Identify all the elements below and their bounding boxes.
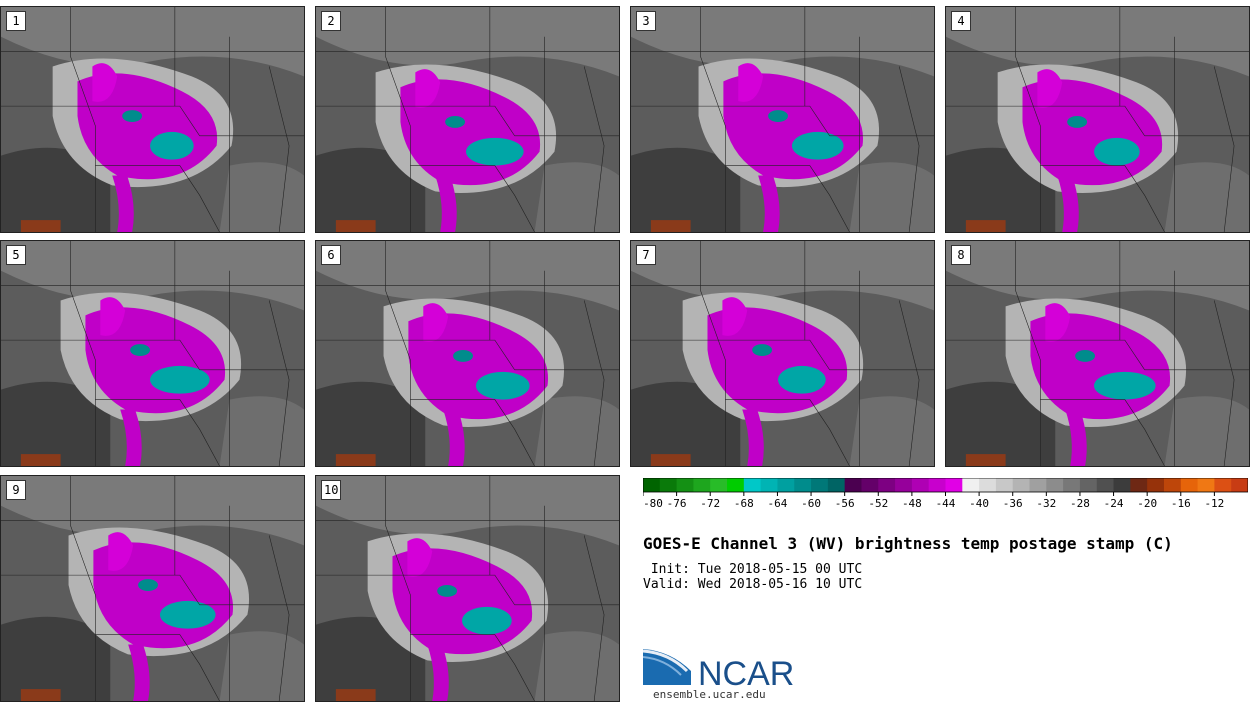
colorbar-swatch [693,478,711,492]
colorbar-swatch [727,478,745,492]
colorbar-tick-label: -76 [667,497,687,510]
map-panel-7: 7 [630,240,935,467]
ncar-logo: NCAR [643,649,794,690]
colorbar-swatch [878,478,896,492]
colorbar-swatch [911,478,930,492]
colorbar-tick-label: -44 [936,497,956,510]
colorbar-tick-label: -20 [1137,497,1157,510]
colorbar-swatch [1180,478,1199,492]
colorbar-swatch [1046,478,1064,492]
colorbar-swatch [811,478,829,492]
colorbar-swatch [1130,478,1148,492]
water-vapor-field [1,476,304,701]
water-vapor-field [946,7,1249,232]
colorbar-swatch [760,478,778,492]
colorbar-swatch [1063,478,1081,492]
colorbar-tick-label: -32 [1036,497,1056,510]
colorbar-swatch [643,478,661,492]
map-panel-5: 5 [0,240,305,467]
panel-number: 8 [951,245,971,265]
panel-number: 5 [6,245,26,265]
map-panel-10: 10 [315,475,620,702]
valid-time: Valid: Wed 2018-05-16 10 UTC [643,577,863,592]
colorbar-tick-label: -56 [835,497,855,510]
colorbar-swatch [844,478,862,492]
map-panel-1: 1 [0,6,305,233]
colorbar-swatch [1197,478,1215,492]
map-panel-8: 8 [945,240,1250,467]
colorbar-swatch [1012,478,1031,492]
panel-number: 10 [321,480,342,500]
colorbar-swatch [1096,478,1115,492]
colorbar-swatch [995,478,1014,492]
colorbar-swatch [962,478,980,492]
panel-number: 6 [321,245,341,265]
colorbar-tick-label: -36 [1003,497,1023,510]
colorbar-tick-label: -72 [700,497,720,510]
colorbar-swatch [895,478,913,492]
water-vapor-field [316,7,619,232]
map-panel-3: 3 [630,6,935,233]
water-vapor-field [316,241,619,466]
panel-number: 4 [951,11,971,31]
colorbar-swatch [1231,478,1248,492]
map-panel-4: 4 [945,6,1250,233]
colorbar-swatch [928,478,946,492]
colorbar-tick-label: -52 [868,497,888,510]
colorbar-swatch [945,478,963,492]
colorbar-swatch [743,478,762,492]
panel-number: 7 [636,245,656,265]
panel-number: 2 [321,11,341,31]
figure-title: GOES-E Channel 3 (WV) brightness temp po… [643,534,1173,553]
colorbar-swatch [979,478,997,492]
water-vapor-field [631,241,934,466]
colorbar-swatch [710,478,728,492]
water-vapor-field [631,7,934,232]
init-time: Init: Tue 2018-05-15 00 UTC [643,562,863,577]
colorbar-swatch [1079,478,1098,492]
colorbar-tick-label: -64 [768,497,788,510]
colorbar-swatch [794,478,812,492]
logo-wordmark: NCAR [698,655,794,690]
colorbar-swatch [659,478,678,492]
colorbar-swatch [1147,478,1165,492]
water-vapor-field [1,7,304,232]
colorbar-swatch [1214,478,1232,492]
colorbar-legend: -80 -76 -72 -68 -64 -60 -56 -52 -48 -44 -40 -36 -32 -… [643,478,1248,510]
colorbar-tick-label: -80 [643,497,663,510]
colorbar-swatch [1113,478,1131,492]
colorbar-tick-label: -28 [1070,497,1090,510]
water-vapor-field [316,476,619,701]
map-panel-6: 6 [315,240,620,467]
map-panel-2: 2 [315,6,620,233]
panel-number: 9 [6,480,26,500]
colorbar-swatch [827,478,846,492]
logo-url: ensemble.ucar.edu [653,688,766,701]
colorbar-tick-label: -60 [801,497,821,510]
map-panel-9: 9 [0,475,305,702]
colorbar-tick-label: -12 [1204,497,1224,510]
colorbar-swatch [1029,478,1047,492]
colorbar-tick-label: -48 [902,497,922,510]
colorbar-swatch [676,478,694,492]
colorbar-tick-label: -16 [1171,497,1191,510]
colorbar-swatch [777,478,795,492]
panel-number: 1 [6,11,26,31]
water-vapor-field [1,241,304,466]
colorbar-tick-label: -24 [1104,497,1124,510]
colorbar-tick-label: -68 [734,497,754,510]
colorbar-tick-label: -40 [969,497,989,510]
panel-number: 3 [636,11,656,31]
colorbar-swatch [861,478,879,492]
colorbar-swatch [1163,478,1182,492]
water-vapor-field [946,241,1249,466]
